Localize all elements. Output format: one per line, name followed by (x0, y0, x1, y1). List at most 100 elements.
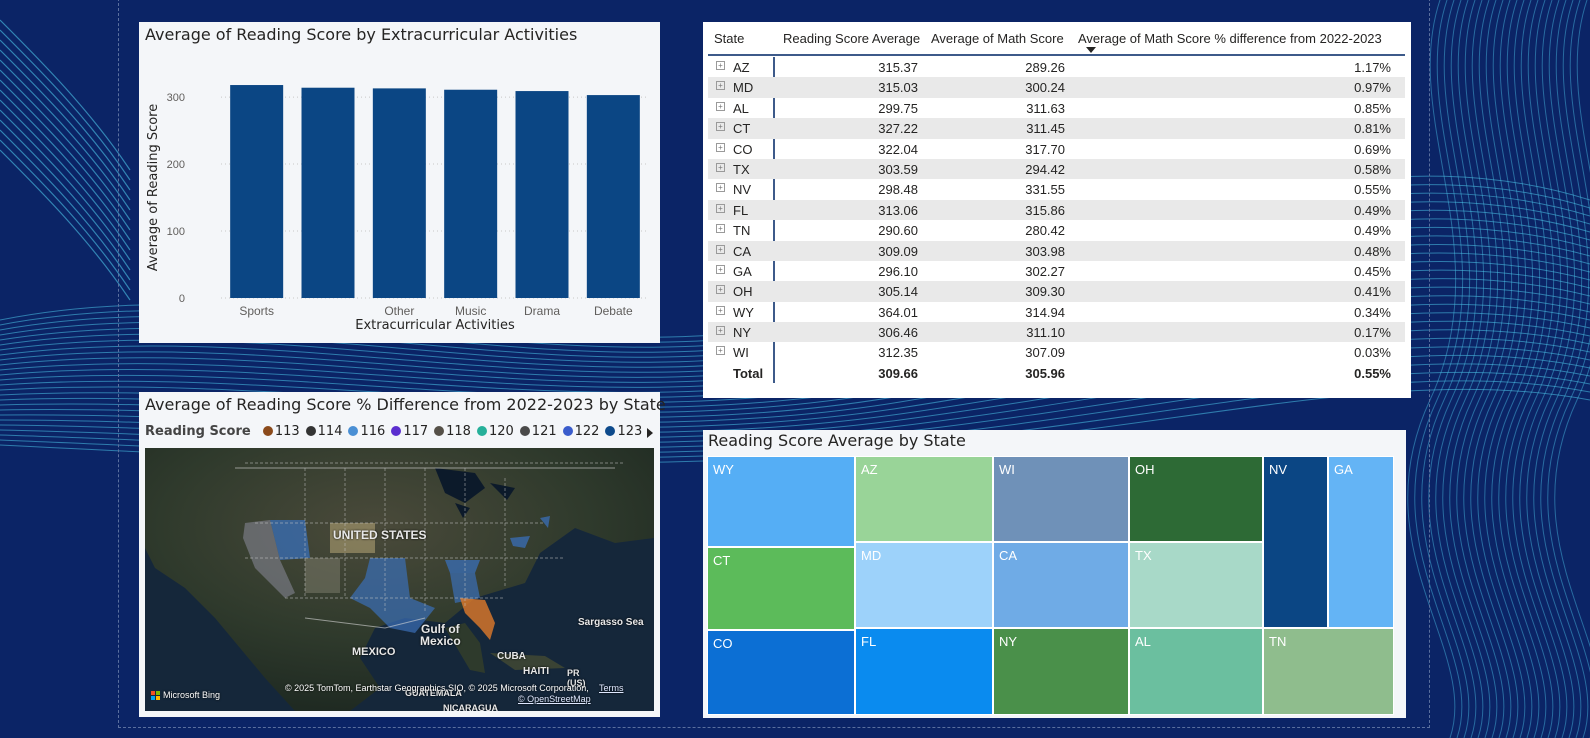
treemap-tile-co[interactable]: CO (707, 630, 855, 715)
table-row[interactable]: + AZ 315.37 289.26 1.17% (708, 57, 1405, 77)
expand-row-icon[interactable]: + (716, 142, 725, 152)
expand-row-icon[interactable]: + (716, 346, 725, 356)
bar[interactable] (372, 88, 426, 298)
treemap-tile-al[interactable]: AL (1129, 628, 1263, 715)
cell-diff: 0.49% (1354, 202, 1391, 218)
legend-next-arrow-icon[interactable] (647, 428, 653, 438)
table-row[interactable]: + FL 313.06 315.86 0.49% (708, 199, 1405, 221)
legend-item[interactable]: 123 (605, 424, 642, 439)
map-label-haiti: HAITI (523, 666, 550, 677)
header-state[interactable]: State (714, 31, 745, 46)
expand-row-icon[interactable]: + (716, 285, 725, 295)
cell-math: 303.98 (1025, 243, 1065, 259)
state-scores-table[interactable]: State Reading Score Average Average of M… (703, 22, 1411, 398)
bar[interactable] (515, 91, 569, 299)
expand-row-icon[interactable]: + (716, 122, 725, 132)
treemap-tile-wi[interactable]: WI (993, 456, 1129, 542)
map-view[interactable]: UNITED STATES MEXICO Gulf of Mexico CUBA… (145, 448, 654, 711)
sort-descending-icon[interactable] (1086, 47, 1096, 53)
treemap-tile-fl[interactable]: FL (855, 628, 993, 715)
header-math[interactable]: Average of Math Score (931, 31, 1064, 46)
cell-state: Total (733, 365, 764, 381)
openstreetmap-link[interactable]: © OpenStreetMap (518, 694, 591, 704)
legend-item[interactable]: 120 (476, 424, 514, 439)
bar[interactable] (301, 87, 355, 298)
treemap-tile-label: CA (999, 548, 1018, 563)
y-tick-label: 200 (167, 159, 185, 171)
treemap-tile-az[interactable]: AZ (855, 456, 993, 542)
expand-row-icon[interactable]: + (716, 224, 725, 234)
treemap-tile-ga[interactable]: GA (1328, 456, 1394, 628)
cell-state: CA (733, 243, 752, 259)
treemap-tile-label: TX (1135, 548, 1152, 563)
legend-item[interactable]: 122 (562, 424, 599, 439)
table-row[interactable]: + OH 305.14 309.30 0.41% (708, 281, 1405, 302)
cell-state: WY (733, 304, 754, 320)
table-header: State Reading Score Average Average of M… (708, 22, 1405, 56)
table-row[interactable]: + WY 364.01 314.94 0.34% (708, 302, 1405, 322)
cell-reading: 364.01 (878, 304, 918, 320)
legend-item[interactable]: 121 (519, 424, 557, 439)
expand-row-icon[interactable]: + (716, 244, 725, 254)
expand-row-icon[interactable]: + (716, 305, 725, 315)
legend-item[interactable]: 114 (305, 424, 342, 439)
treemap-tile-wy[interactable]: WY (707, 456, 855, 547)
expand-row-icon[interactable]: + (716, 81, 725, 91)
expand-row-icon[interactable]: + (716, 326, 725, 336)
bar-chart-card[interactable]: Average of Reading Score by Extracurricu… (139, 22, 660, 343)
bar[interactable] (230, 85, 284, 298)
bar[interactable] (444, 89, 498, 298)
legend-item[interactable]: 117 (391, 424, 428, 439)
legend-item[interactable]: 113 (262, 424, 300, 439)
cell-state: TX (733, 161, 750, 177)
cell-diff: 0.85% (1354, 100, 1391, 116)
table-row[interactable]: + TX 303.59 294.42 0.58% (708, 158, 1405, 180)
table-row[interactable]: + NY 306.46 311.10 0.17% (708, 322, 1405, 343)
bar[interactable] (586, 95, 640, 298)
table-row[interactable]: + TN 290.60 280.42 0.49% (708, 220, 1405, 240)
total-row[interactable]: Total 309.66 305.96 0.55% (708, 363, 1405, 383)
legend-item[interactable]: 118 (434, 424, 471, 439)
expand-row-icon[interactable]: + (716, 183, 725, 193)
table-row[interactable]: + CT 327.22 311.45 0.81% (708, 118, 1405, 139)
legend-dot-icon (348, 426, 359, 436)
cell-reading: 313.06 (878, 202, 918, 218)
expand-row-icon[interactable]: + (716, 61, 725, 70)
treemap-tile-tn[interactable]: TN (1263, 628, 1394, 715)
cell-math: 311.10 (1026, 325, 1065, 341)
map-label-nicaragua: NICARAGUA (443, 703, 498, 711)
treemap-tile-ny[interactable]: NY (993, 628, 1129, 715)
header-diff[interactable]: Average of Math Score % difference from … (1078, 31, 1382, 46)
y-axis-label: Average of Reading Score (146, 104, 161, 272)
treemap-tile-oh[interactable]: OH (1129, 456, 1263, 542)
legend-item[interactable]: 116 (348, 424, 385, 439)
table-row[interactable]: + CO 322.04 317.70 0.69% (708, 139, 1405, 159)
treemap-tile-md[interactable]: MD (855, 542, 993, 628)
treemap-card[interactable]: Reading Score Average by State WY CT CO AZ M… (703, 430, 1406, 718)
table-row[interactable]: + MD 315.03 300.24 0.97% (708, 77, 1405, 98)
map-terrain (145, 448, 654, 711)
treemap-tile-label: AL (1135, 634, 1151, 649)
cell-reading: 299.75 (878, 100, 918, 116)
x-tick-label: Sports (239, 304, 274, 318)
cell-math: 331.55 (1025, 182, 1065, 198)
table-row[interactable]: + GA 296.10 302.27 0.45% (708, 261, 1405, 281)
treemap-tile-nv[interactable]: NV (1263, 456, 1328, 628)
treemap-tile-ca[interactable]: CA (993, 542, 1129, 628)
expand-row-icon[interactable]: + (716, 264, 725, 274)
table-row[interactable]: + CA 309.09 303.98 0.48% (708, 240, 1405, 261)
legend-label: 113 (274, 424, 300, 439)
treemap-tile-ct[interactable]: CT (707, 547, 855, 630)
table-row[interactable]: + AL 299.75 311.63 0.85% (708, 98, 1405, 118)
cell-diff: 0.17% (1354, 325, 1391, 341)
table-row[interactable]: + NV 298.48 331.55 0.55% (708, 179, 1405, 199)
header-reading[interactable]: Reading Score Average (783, 31, 921, 46)
table-row[interactable]: + WI 312.35 307.09 0.03% (708, 342, 1405, 362)
treemap-tile-tx[interactable]: TX (1129, 542, 1263, 628)
expand-row-icon[interactable]: + (716, 162, 725, 172)
expand-row-icon[interactable]: + (716, 101, 725, 111)
map-card[interactable]: Average of Reading Score % Difference fr… (139, 392, 666, 717)
treemap-tile-label: WI (999, 462, 1015, 477)
map-terms-link[interactable]: Terms (599, 683, 624, 693)
expand-row-icon[interactable]: + (716, 203, 725, 213)
